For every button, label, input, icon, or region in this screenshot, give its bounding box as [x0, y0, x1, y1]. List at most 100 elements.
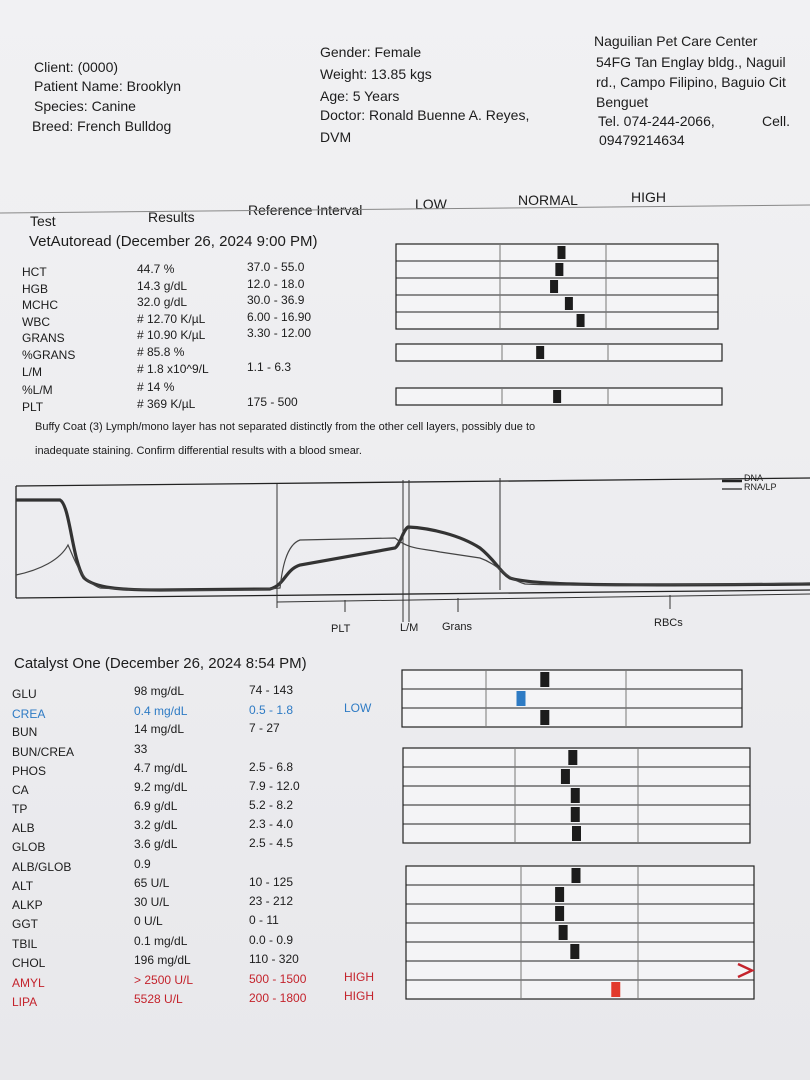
gauge-marker-plt — [553, 390, 562, 403]
ref-tp: 5.2 - 8.2 — [249, 798, 294, 812]
column-results: Results — [148, 209, 195, 225]
test-lipa: LIPA — [12, 995, 38, 1009]
gauge-box-l-m — [395, 343, 723, 362]
result-hgb: 14.3 g/dL — [137, 279, 188, 293]
ref-glu: 74 - 143 — [249, 683, 294, 697]
ref-glob: 2.5 - 4.5 — [249, 836, 294, 850]
result-alt: 65 U/L — [134, 876, 170, 890]
result-glob: 3.6 g/dL — [134, 837, 178, 851]
clinic-cell-label: Cell. — [762, 113, 791, 129]
test-glu: GLU — [12, 687, 37, 701]
ref-ggt: 0 - 11 — [249, 913, 279, 927]
ref-ca: 7.9 - 12.0 — [249, 779, 300, 793]
test-glob: GLOB — [12, 840, 46, 854]
test-l-m: L/M — [22, 365, 43, 379]
result-tp: 6.9 g/dL — [134, 799, 178, 813]
gauge-marker-hgb — [555, 263, 564, 276]
axis-label-plt: PLT — [331, 623, 351, 635]
test-wbc: WBC — [22, 315, 50, 329]
header-divider — [0, 204, 810, 214]
result-l-m: # 1.8 x10^9/L — [137, 362, 209, 376]
ref-hct: 37.0 - 55.0 — [247, 260, 305, 274]
test-bun-crea: BUN/CREA — [12, 745, 75, 759]
flag-lipa: HIGH — [344, 989, 374, 1003]
result-glu: 98 mg/dL — [134, 684, 185, 698]
ref-l-m: 1.1 - 6.3 — [247, 360, 292, 374]
chemistry-gauges — [401, 669, 755, 1000]
ref-plt: 175 - 500 — [247, 395, 298, 409]
axis-label-grans: Grans — [442, 621, 472, 633]
chemistry-title: Catalyst One (December 26, 2024 8:54 PM) — [14, 655, 307, 672]
gauge-marker-alkp — [555, 887, 565, 902]
clinic-name: Naguilian Pet Care Center — [594, 33, 758, 49]
ref-alkp: 23 - 212 — [249, 894, 294, 908]
test-tbil: TBIL — [12, 937, 38, 951]
clinic-address-1: 54FG Tan Englay bldg., Naguil — [596, 54, 786, 70]
test-mchc: MCHC — [22, 298, 58, 312]
gauge-overflow-arrow-amyl — [737, 962, 755, 979]
gender: Gender: Female — [320, 44, 422, 60]
result-alb: 3.2 g/dL — [134, 818, 178, 832]
chemistry-gauge-box-3 — [405, 865, 755, 1000]
ref-lipa: 200 - 1800 — [249, 991, 307, 1005]
test-alb: ALB — [12, 821, 35, 835]
ref-amyl: 500 - 1500 — [249, 972, 307, 986]
chemistry-gauge-box-1 — [401, 669, 743, 728]
gauge-marker-ggt — [555, 906, 565, 921]
result-alb-glob: 0.9 — [134, 857, 151, 871]
gauge-marker-bun — [540, 710, 550, 725]
column-test: Test — [30, 213, 56, 229]
gauge-marker-crea — [516, 691, 526, 706]
gauge-marker-ca — [560, 769, 570, 784]
test-ca: CA — [12, 783, 29, 797]
species: Species: Canine — [34, 98, 136, 114]
clinic-cell: 09479214634 — [599, 132, 685, 148]
clinic-address-3: Benguet — [596, 94, 649, 110]
clinic-address-2: rd., Campo Filipino, Baguio Cit — [596, 74, 786, 90]
gauge-marker-alb — [570, 807, 580, 822]
test-phos: PHOS — [12, 764, 47, 778]
test-crea: CREA — [12, 707, 46, 721]
ref-crea: 0.5 - 1.8 — [249, 703, 294, 717]
ref-chol: 110 - 320 — [249, 952, 299, 966]
gauge-marker-mchc — [550, 280, 559, 293]
buffy-coat-note-line-2: inadequate staining. Confirm differentia… — [35, 445, 362, 457]
axis-label-lm: L/M — [400, 622, 419, 634]
histogram-baseline — [15, 589, 810, 599]
gauge-marker-l-m — [536, 346, 545, 359]
gauge-marker-tp — [570, 788, 580, 803]
test-l-m: %L/M — [22, 383, 53, 397]
flag-amyl: HIGH — [344, 970, 374, 984]
gauge-marker-wbc — [564, 297, 573, 310]
test-tp: TP — [12, 802, 28, 816]
test-grans: GRANS — [22, 331, 65, 345]
gauge-marker-tbil — [558, 925, 568, 940]
ref-mchc: 30.0 - 36.9 — [247, 293, 305, 307]
gauge-marker-lipa — [611, 982, 621, 997]
breed: Breed: French Bulldog — [32, 118, 172, 134]
result-tbil: 0.1 mg/dL — [134, 934, 188, 948]
gauge-marker-glob — [572, 826, 581, 841]
gauge-marker-grans — [576, 314, 585, 327]
ref-grans: 3.30 - 12.00 — [247, 326, 312, 340]
result-wbc: # 12.70 K/µL — [137, 312, 206, 326]
result-lipa: 5528 U/L — [134, 992, 183, 1006]
column-high: HIGH — [631, 189, 666, 205]
result-grans: # 85.8 % — [137, 345, 185, 359]
buffy-coat-note-line-1: Buffy Coat (3) Lymph/mono layer has not … — [35, 421, 536, 433]
test-alkp: ALKP — [12, 898, 43, 912]
test-alb-glob: ALB/GLOB — [12, 860, 72, 874]
column-low: LOW — [415, 196, 447, 212]
test-plt: PLT — [22, 400, 44, 414]
legend-rna-lp: RNA/LP — [744, 482, 777, 492]
doctor-suffix: DVM — [320, 129, 352, 145]
result-hct: 44.7 % — [137, 262, 175, 276]
gauge-marker-hct — [557, 246, 566, 259]
test-grans: %GRANS — [22, 348, 76, 362]
age: Age: 5 Years — [320, 88, 400, 104]
result-alkp: 30 U/L — [134, 895, 170, 909]
result-chol: 196 mg/dL — [134, 953, 191, 967]
hematology-gauges — [395, 243, 723, 406]
patient-name: Patient Name: Brooklyn — [34, 78, 182, 94]
gauge-marker-alt — [571, 868, 581, 883]
